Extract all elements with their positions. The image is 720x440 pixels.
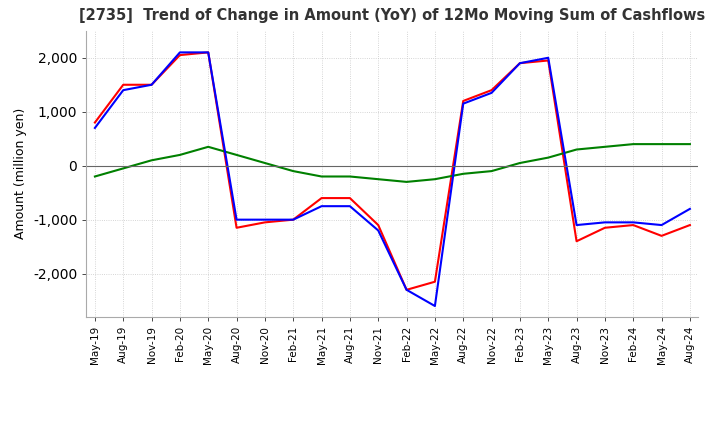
Investing Cashflow xyxy=(233,152,241,158)
Investing Cashflow xyxy=(402,179,411,184)
Free Cashflow xyxy=(544,55,552,60)
Line: Operating Cashflow: Operating Cashflow xyxy=(95,52,690,290)
Free Cashflow xyxy=(459,101,467,106)
Operating Cashflow xyxy=(318,195,326,201)
Free Cashflow xyxy=(572,223,581,228)
Operating Cashflow xyxy=(233,225,241,231)
Operating Cashflow xyxy=(119,82,127,88)
Operating Cashflow xyxy=(261,220,269,225)
Free Cashflow xyxy=(148,82,156,88)
Free Cashflow xyxy=(657,223,666,228)
Free Cashflow xyxy=(91,125,99,131)
Investing Cashflow xyxy=(318,174,326,179)
Free Cashflow xyxy=(629,220,637,225)
Investing Cashflow xyxy=(657,142,666,147)
Investing Cashflow xyxy=(346,174,354,179)
Operating Cashflow xyxy=(402,287,411,293)
Investing Cashflow xyxy=(544,155,552,160)
Free Cashflow xyxy=(318,204,326,209)
Investing Cashflow xyxy=(431,176,439,182)
Operating Cashflow xyxy=(431,279,439,284)
Investing Cashflow xyxy=(289,169,297,174)
Investing Cashflow xyxy=(629,142,637,147)
Free Cashflow xyxy=(119,88,127,93)
Investing Cashflow xyxy=(91,174,99,179)
Operating Cashflow xyxy=(91,120,99,125)
Free Cashflow xyxy=(204,50,212,55)
Investing Cashflow xyxy=(600,144,609,150)
Operating Cashflow xyxy=(685,223,694,228)
Line: Investing Cashflow: Investing Cashflow xyxy=(95,144,690,182)
Operating Cashflow xyxy=(346,195,354,201)
Free Cashflow xyxy=(600,220,609,225)
Investing Cashflow xyxy=(459,171,467,176)
Free Cashflow xyxy=(261,217,269,222)
Investing Cashflow xyxy=(374,176,382,182)
Investing Cashflow xyxy=(204,144,212,150)
Line: Free Cashflow: Free Cashflow xyxy=(95,52,690,306)
Free Cashflow xyxy=(233,217,241,222)
Operating Cashflow xyxy=(544,58,552,63)
Operating Cashflow xyxy=(487,88,496,93)
Operating Cashflow xyxy=(459,98,467,103)
Free Cashflow xyxy=(516,61,524,66)
Free Cashflow xyxy=(487,90,496,95)
Operating Cashflow xyxy=(572,238,581,244)
Investing Cashflow xyxy=(487,169,496,174)
Operating Cashflow xyxy=(629,223,637,228)
Legend: Operating Cashflow, Investing Cashflow, Free Cashflow: Operating Cashflow, Investing Cashflow, … xyxy=(143,436,642,440)
Y-axis label: Amount (million yen): Amount (million yen) xyxy=(14,108,27,239)
Free Cashflow xyxy=(289,217,297,222)
Investing Cashflow xyxy=(176,152,184,158)
Free Cashflow xyxy=(176,50,184,55)
Investing Cashflow xyxy=(119,166,127,171)
Operating Cashflow xyxy=(176,52,184,58)
Free Cashflow xyxy=(402,287,411,293)
Operating Cashflow xyxy=(600,225,609,231)
Operating Cashflow xyxy=(289,217,297,222)
Operating Cashflow xyxy=(148,82,156,88)
Investing Cashflow xyxy=(572,147,581,152)
Free Cashflow xyxy=(346,204,354,209)
Operating Cashflow xyxy=(516,61,524,66)
Investing Cashflow xyxy=(516,160,524,165)
Free Cashflow xyxy=(374,228,382,233)
Free Cashflow xyxy=(431,303,439,308)
Operating Cashflow xyxy=(657,233,666,238)
Title: [2735]  Trend of Change in Amount (YoY) of 12Mo Moving Sum of Cashflows: [2735] Trend of Change in Amount (YoY) o… xyxy=(79,7,706,23)
Investing Cashflow xyxy=(148,158,156,163)
Free Cashflow xyxy=(685,206,694,212)
Investing Cashflow xyxy=(685,142,694,147)
Investing Cashflow xyxy=(261,160,269,165)
Operating Cashflow xyxy=(374,223,382,228)
Operating Cashflow xyxy=(204,50,212,55)
